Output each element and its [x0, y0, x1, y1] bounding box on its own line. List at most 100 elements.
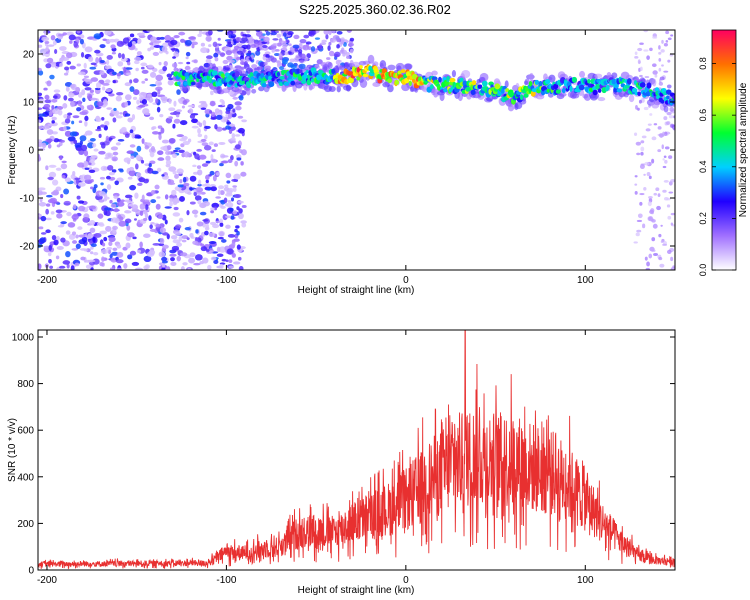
noise-blob	[651, 158, 655, 164]
noise-blob	[228, 34, 233, 39]
noise-blob	[147, 167, 152, 172]
noise-blob	[276, 42, 282, 47]
trace-halo	[387, 84, 394, 93]
noise-blob	[99, 70, 105, 76]
noise-blob	[45, 229, 51, 234]
trace-halo	[264, 66, 271, 73]
trace-point	[356, 76, 361, 81]
noise-blob	[225, 110, 231, 114]
noise-blob	[308, 30, 316, 35]
noise-blob	[643, 49, 649, 52]
noise-blob	[647, 201, 652, 207]
noise-blob	[153, 45, 162, 48]
noise-blob	[144, 78, 148, 82]
spectrogram-y-ticks: -20 -10 0 10 20	[20, 50, 675, 253]
trace-halo	[343, 62, 349, 70]
noise-blob	[179, 179, 183, 184]
noise-blob	[660, 49, 665, 53]
noise-blob	[214, 108, 220, 114]
noise-blob	[152, 131, 160, 135]
noise-blob	[137, 182, 143, 186]
noise-blob	[149, 151, 155, 158]
trace-halo	[327, 62, 333, 69]
noise-blob	[670, 34, 674, 37]
noise-blob	[651, 136, 657, 141]
noise-blob	[197, 183, 202, 187]
trace-point	[348, 77, 354, 84]
trace-halo	[597, 97, 606, 102]
noise-blob	[92, 142, 97, 148]
noise-blob	[241, 204, 247, 209]
noise-blob	[100, 142, 106, 149]
noise-blob	[255, 31, 263, 37]
noise-blob	[159, 36, 166, 40]
colorbar-ticks: 0.0 0.2 0.4 0.6 0.8	[698, 57, 736, 276]
noise-blob	[248, 57, 252, 60]
noise-blob	[47, 252, 52, 257]
noise-blob	[236, 50, 244, 55]
trace-point	[611, 78, 617, 85]
noise-blob	[658, 57, 662, 62]
noise-blob	[657, 193, 661, 198]
noise-blob	[70, 84, 75, 89]
noise-blob	[634, 56, 639, 59]
trace-point	[362, 73, 369, 78]
trace-point	[587, 79, 591, 84]
trace-point	[288, 75, 293, 81]
noise-blob	[38, 107, 43, 111]
noise-blob	[236, 157, 242, 161]
noise-blob	[226, 180, 231, 184]
trace-point	[672, 95, 675, 100]
noise-blob	[71, 248, 79, 251]
noise-blob	[667, 37, 672, 41]
noise-blob	[38, 98, 45, 104]
noise-blob	[183, 151, 190, 158]
noise-blob	[45, 203, 51, 207]
noise-blob	[123, 157, 131, 163]
noise-blob	[660, 240, 664, 244]
noise-blob	[126, 224, 131, 231]
trace-point	[616, 88, 623, 93]
noise-blob	[651, 219, 656, 223]
noise-blob	[196, 165, 202, 169]
noise-blob	[147, 64, 154, 69]
noise-blob	[140, 66, 145, 70]
noise-blob	[325, 34, 329, 40]
noise-blob	[77, 182, 86, 187]
noise-blob	[151, 170, 159, 175]
noise-blob	[64, 66, 70, 71]
noise-blob	[234, 228, 238, 233]
noise-blob	[89, 89, 95, 93]
noise-blob	[147, 47, 152, 52]
x-tick-label: -100	[216, 275, 236, 286]
noise-blob	[133, 78, 139, 84]
noise-blob	[123, 66, 127, 73]
noise-blob	[73, 139, 78, 145]
noise-blob	[158, 243, 165, 247]
noise-blob	[164, 194, 169, 200]
trace-point	[633, 80, 638, 85]
noise-blob	[172, 56, 176, 59]
noise-blob	[173, 51, 180, 58]
noise-blob	[151, 91, 158, 98]
trace-point	[449, 77, 456, 83]
trace-halo	[339, 65, 345, 71]
noise-blob	[87, 142, 95, 149]
noise-blob	[176, 255, 181, 262]
spectrogram-y-label: Frequency (Hz)	[7, 116, 18, 185]
x-tick-label: 100	[577, 575, 594, 586]
noise-blob	[40, 215, 47, 222]
noise-blob	[232, 187, 237, 193]
noise-blob	[210, 186, 218, 192]
noise-blob	[116, 201, 125, 207]
noise-blob	[134, 47, 138, 51]
noise-blob	[95, 128, 102, 132]
noise-blob	[210, 210, 214, 214]
noise-blob	[209, 170, 215, 176]
trace-point	[394, 79, 400, 85]
noise-blob	[110, 44, 116, 49]
noise-blob	[64, 130, 72, 137]
noise-blob	[143, 255, 152, 263]
noise-blob	[162, 65, 168, 72]
noise-blob	[150, 145, 156, 152]
